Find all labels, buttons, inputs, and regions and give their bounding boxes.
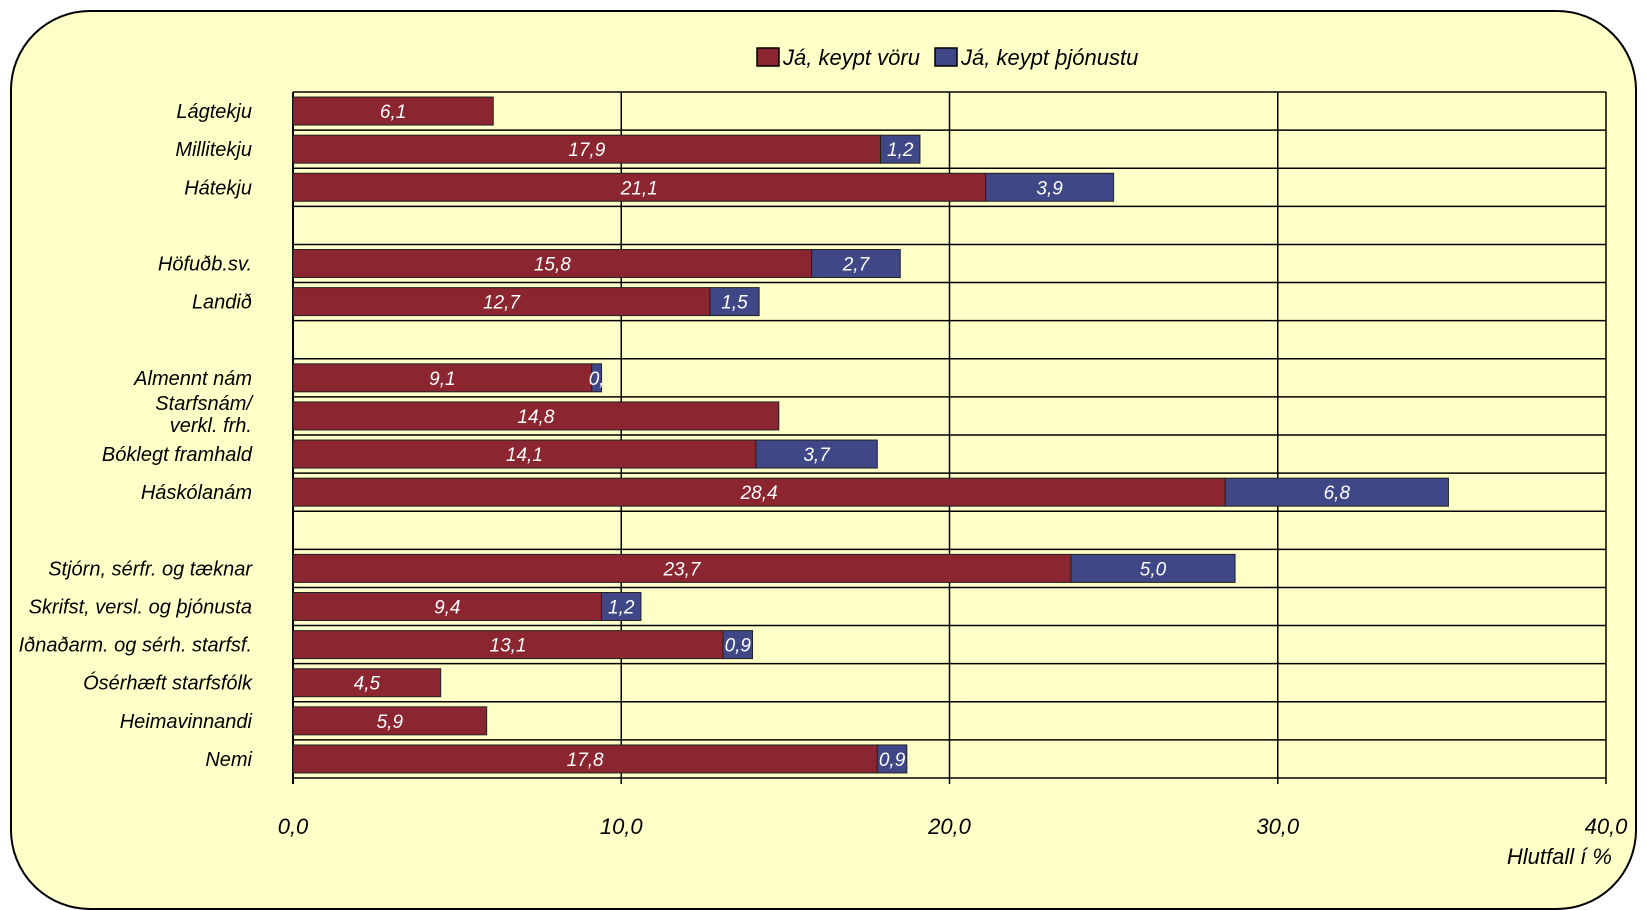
bar bbox=[880, 134, 921, 164]
bar bbox=[755, 439, 878, 469]
bar-value-label: 9,4 bbox=[434, 598, 460, 619]
category-label: Almennt nám bbox=[133, 368, 252, 390]
bar-value-label: 13,1 bbox=[490, 636, 527, 657]
bar-value-label: 14,1 bbox=[506, 445, 543, 466]
x-tick-label: 20,0 bbox=[927, 814, 972, 839]
x-tick-label: 0,0 bbox=[278, 814, 309, 839]
category-label: Háskólanám bbox=[141, 482, 252, 504]
bar bbox=[292, 134, 882, 164]
bar-value-label: 1,5 bbox=[721, 293, 748, 314]
category-label: Landið bbox=[192, 292, 252, 314]
x-axis-title: Hlutfall í % bbox=[1507, 844, 1612, 869]
legend-swatch bbox=[934, 47, 958, 67]
bar-value-label: 0, bbox=[589, 369, 605, 390]
category-label: Höfuðb.sv. bbox=[158, 254, 252, 276]
bar-value-label: 28,4 bbox=[740, 483, 778, 504]
category-label: Stjórn, sérfr. og tæknar bbox=[48, 558, 253, 580]
category-label: Skrifst, versl. og þjónusta bbox=[29, 597, 252, 619]
bar bbox=[292, 553, 1072, 583]
bar bbox=[1224, 477, 1449, 507]
bar-chart: 6,1 Lágtekju 17,9 1,2 Millitekju 21,1 3,9 Hátek… bbox=[19, 45, 1629, 869]
bar-value-label: 9,1 bbox=[429, 369, 455, 390]
category-label: Nemi bbox=[205, 749, 252, 771]
category-label: Lágtekju bbox=[176, 101, 252, 123]
bar-value-label: 12,7 bbox=[483, 293, 521, 314]
category-label: Iðnaðarm. og sérh. starfsf. bbox=[19, 635, 252, 657]
bar bbox=[292, 287, 711, 317]
bar-value-label: 23,7 bbox=[662, 559, 701, 580]
bar bbox=[709, 287, 760, 317]
x-tick-label: 30,0 bbox=[1256, 814, 1300, 839]
bar-value-label: 21,1 bbox=[620, 178, 658, 199]
bar-value-label: 4,5 bbox=[354, 674, 381, 695]
category-label: Hátekju bbox=[184, 177, 252, 199]
bar-value-label: 15,8 bbox=[534, 255, 571, 276]
bar-value-label: 17,9 bbox=[568, 140, 605, 161]
bar bbox=[985, 172, 1115, 202]
bar bbox=[292, 477, 1226, 507]
bar bbox=[876, 744, 908, 774]
bar-value-label: 5,0 bbox=[1140, 559, 1167, 580]
x-tick-label: 10,0 bbox=[600, 814, 644, 839]
category-label: Heimavinnandi bbox=[120, 711, 253, 733]
bar-value-label: 2,7 bbox=[842, 255, 871, 276]
x-tick-label: 40,0 bbox=[1585, 814, 1629, 839]
category-label: Ósérhæft starfsfólk bbox=[83, 672, 253, 695]
bar-value-label: 1,2 bbox=[608, 598, 635, 619]
bar bbox=[292, 706, 488, 736]
bar bbox=[591, 363, 603, 393]
bar bbox=[292, 630, 724, 660]
bar bbox=[292, 96, 494, 126]
category-label: Bóklegt framhald bbox=[102, 444, 253, 466]
bar-value-label: 6,1 bbox=[380, 102, 406, 123]
bar bbox=[292, 172, 987, 202]
bar-value-label: 14,8 bbox=[517, 407, 554, 428]
category-label: Millitekju bbox=[175, 139, 252, 161]
bar-value-label: 5,9 bbox=[377, 712, 404, 733]
bar bbox=[601, 592, 642, 621]
bar-value-label: 1,2 bbox=[887, 140, 914, 161]
bar-value-label: 6,8 bbox=[1324, 483, 1351, 504]
bar-value-label: 17,8 bbox=[567, 750, 604, 771]
legend-swatch bbox=[756, 47, 780, 67]
bar bbox=[292, 744, 878, 774]
legend-label: Já, keypt vöru bbox=[782, 45, 920, 70]
bar-value-label: 3,9 bbox=[1036, 178, 1063, 199]
bar bbox=[292, 668, 442, 698]
bar bbox=[811, 249, 901, 278]
bar-value-label: 0,9 bbox=[879, 750, 906, 771]
bar bbox=[292, 249, 813, 278]
legend-label: Já, keypt þjónustu bbox=[960, 45, 1138, 70]
category-label: Starfsnám/verkl. frh. bbox=[155, 393, 254, 437]
bar bbox=[1070, 553, 1236, 583]
bar bbox=[292, 363, 593, 393]
bar-value-label: 3,7 bbox=[803, 445, 831, 466]
bar bbox=[292, 592, 603, 621]
bar-value-label: 0,9 bbox=[725, 636, 752, 657]
bar bbox=[722, 630, 754, 660]
bar bbox=[292, 401, 780, 431]
